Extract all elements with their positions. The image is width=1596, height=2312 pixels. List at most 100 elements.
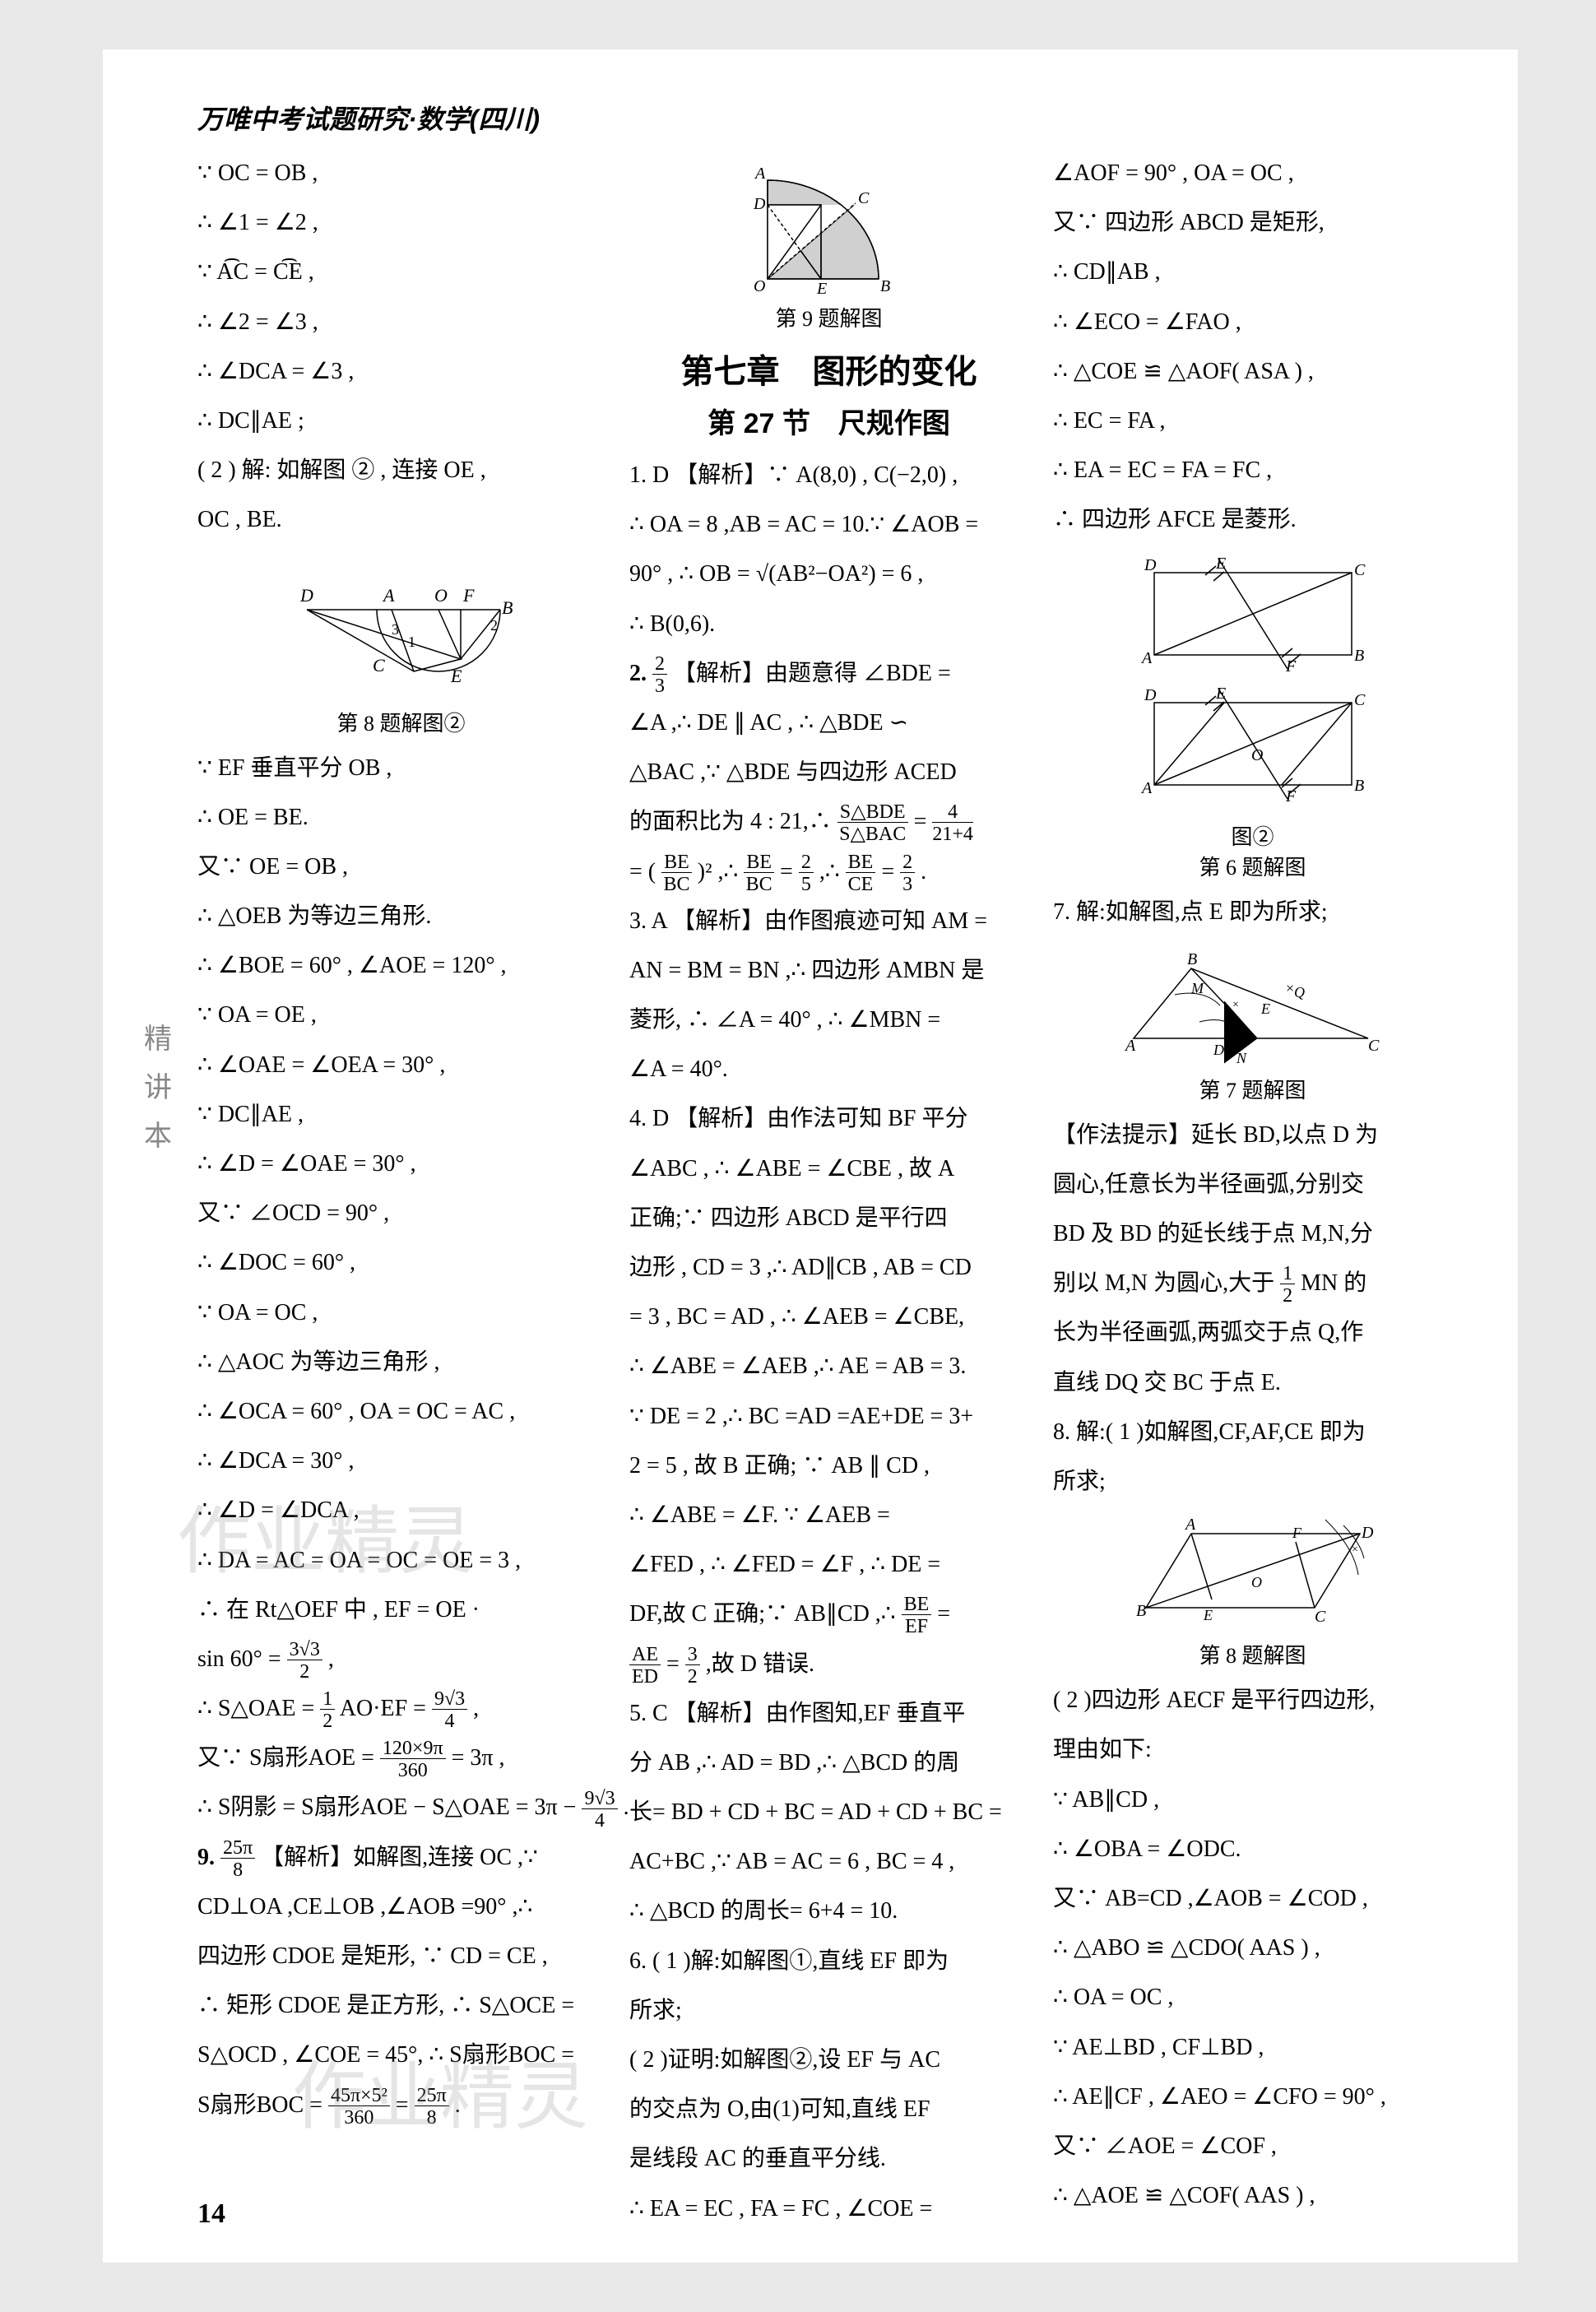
svg-text:E: E [1203, 1607, 1213, 1623]
text-line: 边形 , CD = 3 ,∴ AD∥CB , AB = CD [629, 1243, 1028, 1293]
text-line: ∵ OA = OC , [197, 1288, 605, 1338]
figure-caption: 第 9 题解图 [629, 302, 1028, 332]
text-line: ∴ B(0,6). [629, 600, 1028, 649]
svg-text:B: B [1354, 777, 1364, 795]
q8: 8. 解:( 1 )如解图,CF,AF,CE 即为 [1053, 1408, 1452, 1457]
text-line: ∴ ∠1 = ∠2 , [197, 198, 605, 248]
text-line: 分 AB ,∴ AD = BD ,∴ △BCD 的周 [629, 1739, 1028, 1788]
text-line: ∴ DA = AC = OA = OC = OE = 3 , [197, 1536, 605, 1585]
svg-text:D: D [753, 195, 766, 213]
svg-text:C: C [373, 655, 385, 675]
text-line: S△OCD , ∠COE = 45°, ∴ S扇形BOC = [197, 2031, 605, 2080]
text-line: ∴ 四边形 AFCE 是菱形. [1053, 495, 1452, 545]
content-columns: ∵ OC = OB , ∴ ∠1 = ∠2 , ∵ A͡C = C͡E , ∴ … [197, 149, 1452, 2234]
fraction: 45π×5²360 [328, 2086, 390, 2128]
q2: 2. 23 【解析】由题意得 ∠BDE = [629, 649, 1028, 699]
figure-caption: 第 8 题解图 [1053, 1639, 1452, 1669]
text-line: 别以 M,N 为圆心,大于 12 MN 的 [1053, 1259, 1452, 1308]
text-line: 又∵ 四边形 ABCD 是矩形, [1053, 198, 1452, 248]
fraction: BEBC [744, 852, 774, 894]
text-line: ∴ CD∥AB , [1053, 248, 1452, 297]
text-line: 长为半径画弧,两弧交于点 Q,作 [1053, 1308, 1452, 1358]
text-line: ∴ S△OAE = 12 AO·EF = 9√34 , [197, 1684, 605, 1734]
svg-text:×: × [1286, 980, 1294, 996]
fraction: BEEF [902, 1595, 932, 1637]
fraction: S△BDES△BAC [837, 802, 908, 844]
text-line: ∴ △OEB 为等边三角形. [197, 892, 605, 941]
text-line: ∴ ∠DOC = 60° , [197, 1238, 605, 1288]
text-line: ( 2 )四边形 AECF 是平行四边形, [1053, 1676, 1452, 1725]
text-line: ∴ ∠DCA = 30° , [197, 1437, 605, 1486]
text-line: = ( BEBC )² ,∴ BEBC = 25 ,∴ BECE = 23 . [629, 847, 1028, 897]
figure-6-bottom: D E C A O F B [1121, 682, 1385, 814]
text-line: ∴ ∠ABE = ∠F. ∵ ∠AEB = [629, 1491, 1028, 1540]
text-line: ∴ OE = BE. [197, 793, 605, 843]
svg-text:D: D [299, 585, 313, 606]
q9: 9. 25π8 【解析】如解图,连接 OC ,∵ [197, 1833, 605, 1883]
svg-text:N: N [1236, 1050, 1247, 1066]
text-line: ∠FED , ∴ ∠FED = ∠F , ∴ DE = [629, 1540, 1028, 1590]
text-line: ∴ EC = FA , [1053, 397, 1452, 446]
svg-text:A: A [1140, 649, 1153, 667]
text-line: 又∵ ∠AOE = ∠COF , [1053, 2122, 1452, 2171]
text-line: ( 2 )证明:如解图②,设 EF 与 AC [629, 2036, 1028, 2085]
svg-text:E: E [1260, 1000, 1270, 1017]
svg-text:D: D [1144, 686, 1157, 704]
fraction: 23 [900, 852, 915, 894]
fraction: 25π8 [220, 1838, 255, 1880]
svg-text:B: B [1136, 1602, 1146, 1620]
text-line: DF,故 C 正确;∵ AB∥CD ,∴ BEEF = [629, 1590, 1028, 1639]
svg-text:F: F [1285, 787, 1297, 805]
text-line: OC , BE. [197, 495, 605, 545]
q3: 3. A 【解析】由作图痕迹可知 AM = [629, 897, 1028, 946]
svg-text:A: A [754, 165, 766, 183]
text-line: 所求; [1053, 1457, 1452, 1507]
text-line: ∴ △ABO ≌ △CDO( AAS ) , [1053, 1924, 1452, 1973]
svg-text:B: B [1354, 647, 1364, 665]
text-line: ∴ △BCD 的周长= 6+4 = 10. [629, 1887, 1028, 1936]
text-line: 90° , ∴ OB = √(AB²−OA²) = 6 , [629, 550, 1028, 599]
text-line: ∴ ∠DCA = ∠3 , [197, 347, 605, 397]
text-line: ∴ AE∥CF , ∠AEO = ∠CFO = 90° , [1053, 2073, 1452, 2122]
text-line: ∴ ∠D = ∠DCA , [197, 1486, 605, 1535]
svg-text:B: B [880, 277, 890, 295]
figure-8-col3: A D B E O F C × [1113, 1513, 1393, 1632]
figure-8-col1: D A O F B C E 3 2 1 [270, 552, 533, 700]
text-line: S扇形BOC = 45π×5²360 = 25π8 . [197, 2081, 605, 2130]
text-line: 又∵ OE = OB , [197, 843, 605, 892]
svg-text:×: × [1232, 999, 1239, 1011]
text-line: 理由如下: [1053, 1725, 1452, 1775]
text-line: AEED = 32 ,故 D 错误. [629, 1640, 1028, 1689]
text-line: ∠ABC , ∴ ∠ABE = ∠CBE , 故 A [629, 1144, 1028, 1194]
svg-text:C: C [1354, 561, 1366, 579]
fraction: AEED [629, 1645, 661, 1687]
fraction: BEBC [661, 852, 692, 894]
side-tab: 精 讲 本 [144, 1016, 172, 1162]
svg-text:B: B [1187, 950, 1197, 968]
text-line: 所求; [629, 1986, 1028, 2036]
text-line: = 3 , BC = AD , ∴ ∠AEB = ∠CBE, [629, 1293, 1028, 1342]
chapter-title: 第七章 图形的变化 [629, 345, 1028, 392]
column-3: ∠AOF = 90° , OA = OC , 又∵ 四边形 ABCD 是矩形, … [1053, 149, 1452, 2234]
text-line: 菱形, ∴ ∠A = 40° , ∴ ∠MBN = [629, 996, 1028, 1045]
svg-text:A: A [382, 585, 395, 606]
text-line: ∴ ∠ECO = ∠FAO , [1053, 298, 1452, 347]
figure-caption: 图②第 6 题解图 [1053, 820, 1452, 881]
text-line: 【作法提示】延长 BD,以点 D 为 [1053, 1111, 1452, 1160]
figure-6-top: D E C A F B [1121, 552, 1385, 675]
fraction: 12 [320, 1689, 335, 1731]
q7: 7. 解:如解图,点 E 即为所求; [1053, 888, 1452, 937]
page-number: 14 [197, 2198, 225, 2230]
fraction: 3√32 [287, 1640, 322, 1682]
text-line: ∠A = 40°. [629, 1045, 1028, 1094]
svg-text:D: D [1213, 1042, 1224, 1058]
q4: 4. D 【解析】由作法可知 BF 平分 [629, 1094, 1028, 1144]
text-line: 的面积比为 4 : 21,∴ S△BDES△BAC = 421+4 [629, 797, 1028, 847]
column-2: A D C O E B 第 9 题解图 第七章 图形的变化 第 27 节 尺规作… [629, 149, 1028, 2234]
svg-text:C: C [1315, 1608, 1326, 1626]
text-line: ∵ EF 垂直平分 OB , [197, 744, 605, 793]
text-line: ∴ △AOE ≌ △COF( AAS ) , [1053, 2171, 1452, 2221]
column-1: ∵ OC = OB , ∴ ∠1 = ∠2 , ∵ A͡C = C͡E , ∴ … [197, 149, 605, 2234]
text-line: CD⊥OA ,CE⊥OB ,∠AOB =90° ,∴ [197, 1883, 605, 1932]
text-line: ∴ △COE ≌ △AOF( ASA ) , [1053, 347, 1452, 397]
